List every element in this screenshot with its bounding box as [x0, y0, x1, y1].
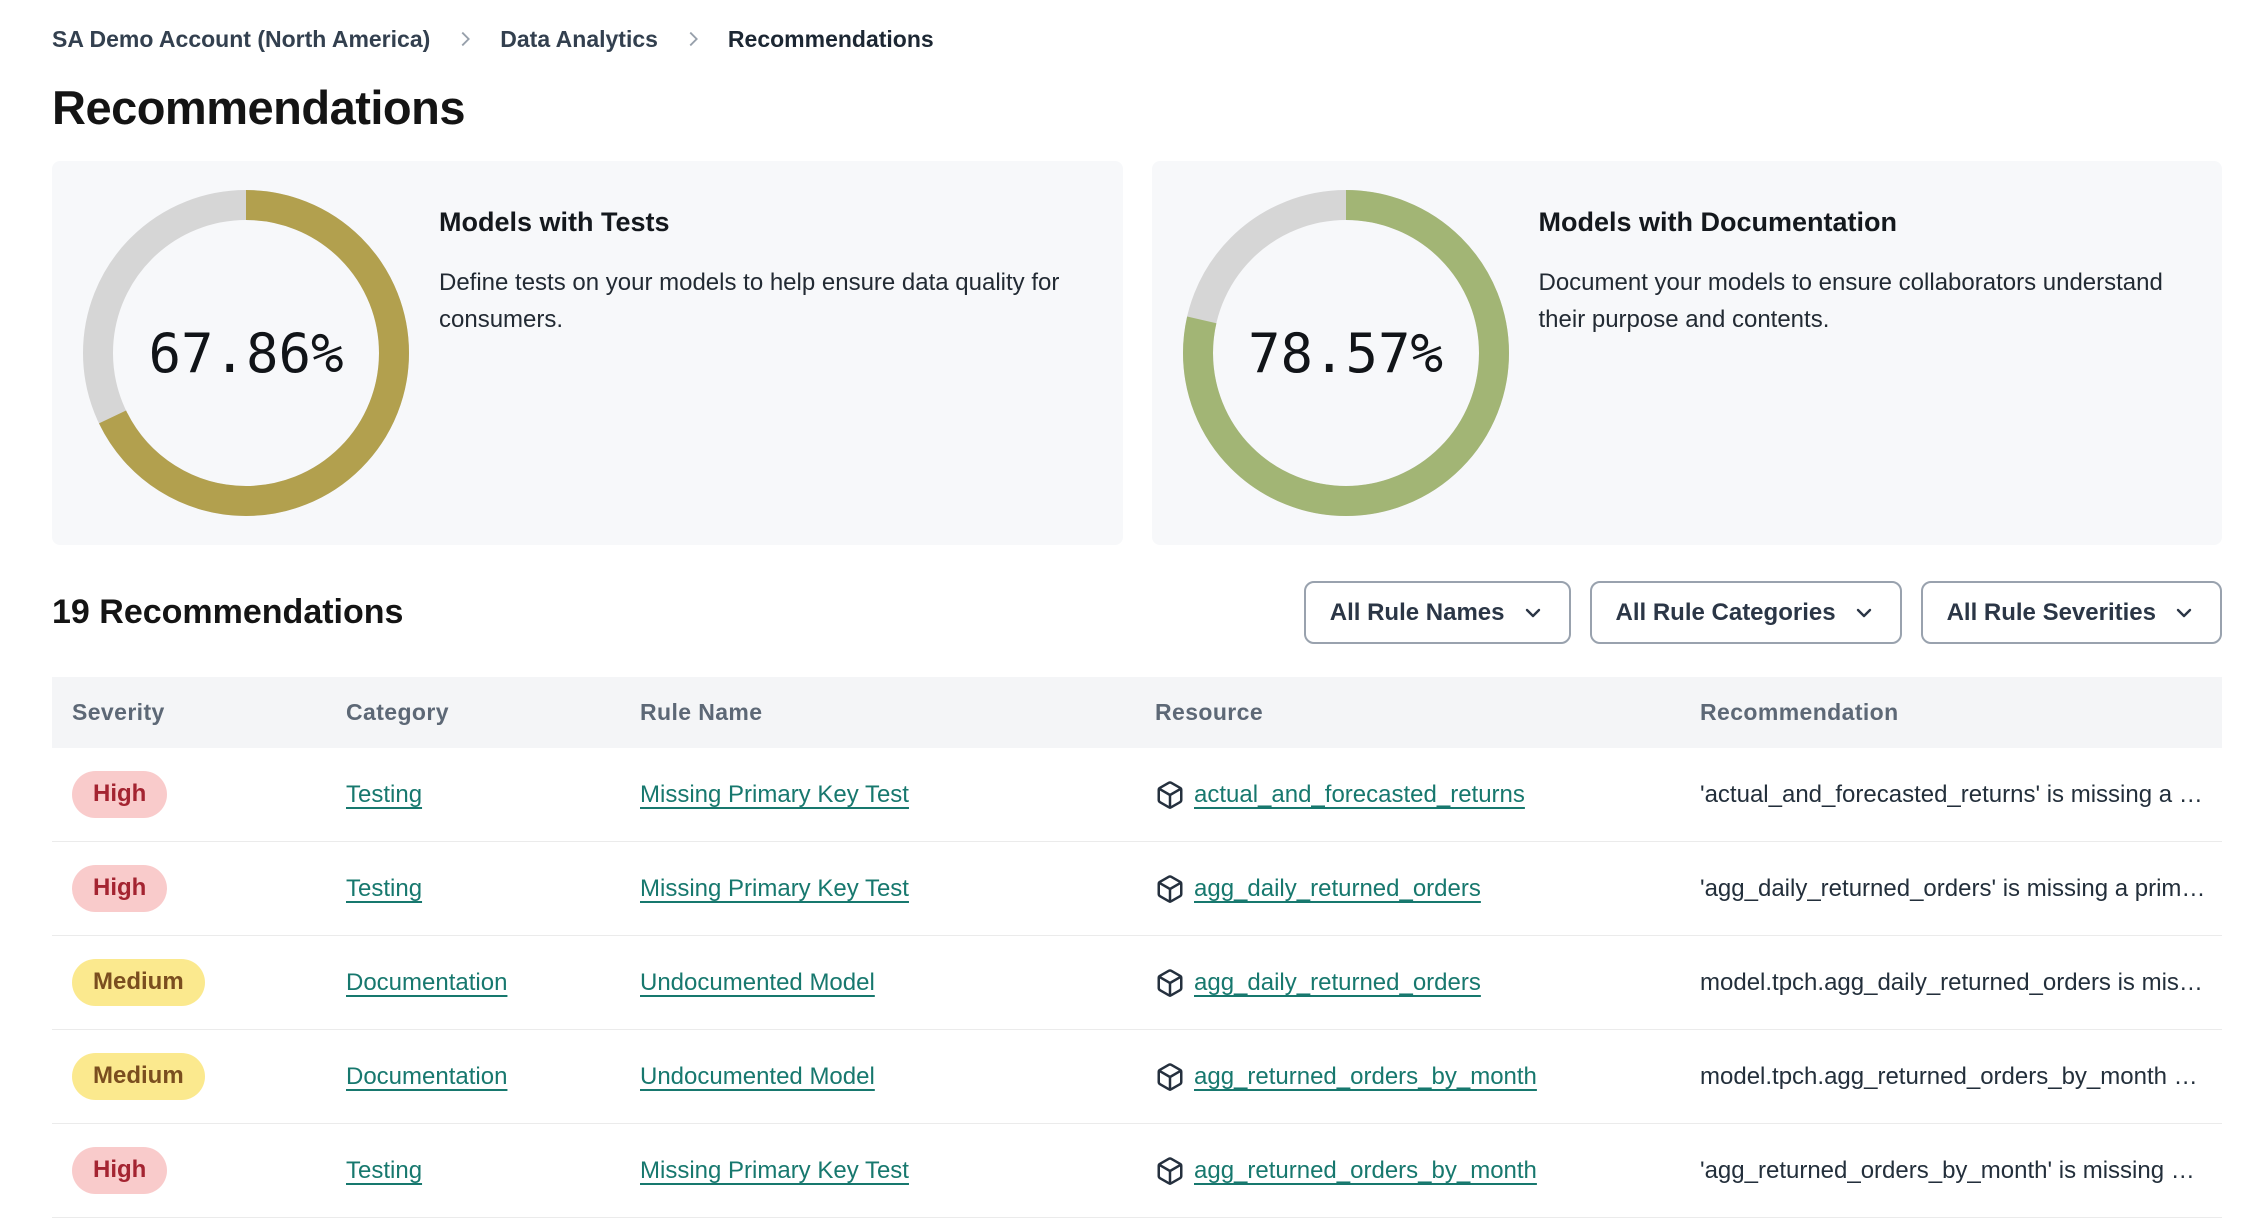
rule-categories-filter-dropdown[interactable]: All Rule Categories	[1589, 581, 1902, 644]
rule-name-link[interactable]: Undocumented Model	[640, 1062, 875, 1090]
chevron-down-icon	[1856, 608, 1871, 617]
category-link[interactable]: Testing	[346, 1156, 423, 1184]
model-cube-icon	[1155, 780, 1185, 810]
table-row: High Testing Missing Primary Key Test ag…	[52, 842, 2222, 936]
documentation-card-title: Models with Documentation	[1538, 207, 1898, 237]
tests-card-title: Models with Tests	[439, 207, 670, 237]
donut-svg	[1182, 190, 1509, 516]
resource-link[interactable]: agg_daily_returned_orders	[1194, 874, 1481, 902]
breadcrumb-account-link[interactable]: SA Demo Account (North America)	[52, 25, 431, 52]
rule-name-link[interactable]: Missing Primary Key Test	[640, 874, 909, 902]
resource-link[interactable]: agg_returned_orders_by_month	[1194, 1062, 1537, 1090]
recommendations-count-title: 19 Recommendations	[52, 593, 404, 631]
chevron-down-icon	[2176, 608, 2192, 617]
rule-name-cell: Missing Primary Key Test	[620, 1157, 1135, 1185]
recommendations-table: Severity Category Rule Name Resource Rec…	[52, 677, 2222, 1218]
category-cell: Testing	[326, 875, 620, 903]
rule-severities-filter-label: All Rule Severities	[1946, 598, 2156, 626]
chevron-down-icon	[1525, 608, 1540, 617]
rule-name-link[interactable]: Missing Primary Key Test	[640, 1156, 909, 1184]
table-body: High Testing Missing Primary Key Test ac…	[52, 748, 2222, 1218]
list-header: 19 Recommendations All Rule Names All Ru…	[52, 581, 2222, 644]
chevron-right-icon	[682, 28, 704, 50]
category-link[interactable]: Testing	[346, 780, 423, 808]
page-title: Recommendations	[52, 81, 465, 134]
category-link[interactable]: Documentation	[346, 968, 508, 996]
severity-badge: High	[72, 865, 168, 912]
breadcrumb-project-link[interactable]: Data Analytics	[500, 25, 658, 52]
column-header-category: Category	[346, 699, 449, 725]
stat-cards: 67.86% Models with Tests Define tests on…	[52, 161, 2222, 545]
rule-categories-filter-label: All Rule Categories	[1615, 598, 1836, 626]
severity-badge: High	[72, 1147, 168, 1194]
rule-name-cell: Undocumented Model	[620, 1063, 1135, 1091]
table-row: Medium Documentation Undocumented Model …	[52, 936, 2222, 1030]
category-cell: Testing	[326, 781, 620, 809]
category-cell: Testing	[326, 1157, 620, 1185]
column-header-recommendation: Recommendation	[1700, 699, 1899, 725]
resource-link[interactable]: agg_returned_orders_by_month	[1194, 1156, 1537, 1184]
severity-cell: High	[52, 771, 326, 818]
column-header-resource: Resource	[1155, 699, 1264, 725]
models-with-documentation-card: 78.57% Models with Documentation Documen…	[1151, 161, 2222, 545]
breadcrumb: SA Demo Account (North America) Data Ana…	[52, 22, 2222, 56]
rule-name-cell: Undocumented Model	[620, 969, 1135, 997]
category-link[interactable]: Testing	[346, 874, 423, 902]
table-row: Medium Documentation Undocumented Model …	[52, 1030, 2222, 1124]
severity-cell: Medium	[52, 959, 326, 1006]
tests-percent-value: 67.86%	[148, 321, 344, 385]
resource-cell: agg_daily_returned_orders	[1135, 874, 1680, 904]
recommendation-cell: model.tpch.agg_daily_returned_orders is …	[1700, 968, 2203, 996]
model-cube-icon	[1155, 874, 1185, 904]
documentation-card-description: Document your models to ensure collabora…	[1538, 269, 2163, 333]
rule-name-cell: Missing Primary Key Test	[620, 875, 1135, 903]
severity-badge: Medium	[72, 1053, 205, 1100]
severity-badge: High	[72, 771, 168, 818]
resource-cell: agg_returned_orders_by_month	[1135, 1062, 1680, 1092]
chevron-right-icon	[454, 28, 476, 50]
donut-svg	[83, 190, 409, 516]
rule-severities-filter-dropdown[interactable]: All Rule Severities	[1920, 581, 2222, 644]
rule-name-cell: Missing Primary Key Test	[620, 781, 1135, 809]
severity-cell: Medium	[52, 1053, 326, 1100]
column-header-severity: Severity	[72, 699, 165, 725]
filter-bar: All Rule Names All Rule Categories All R…	[1303, 581, 2222, 644]
tests-card-description: Define tests on your models to help ensu…	[439, 269, 1060, 333]
tests-donut-chart: 67.86%	[80, 187, 412, 519]
severity-cell: High	[52, 865, 326, 912]
table-row: High Testing Missing Primary Key Test ag…	[52, 1124, 2222, 1218]
category-link[interactable]: Documentation	[346, 1062, 508, 1090]
table-row: High Testing Missing Primary Key Test ac…	[52, 748, 2222, 842]
rule-name-link[interactable]: Undocumented Model	[640, 968, 875, 996]
recommendation-cell: 'agg_daily_returned_orders' is missing a…	[1700, 874, 2206, 902]
model-cube-icon	[1155, 1062, 1185, 1092]
model-cube-icon	[1155, 1156, 1185, 1186]
rule-names-filter-dropdown[interactable]: All Rule Names	[1303, 581, 1571, 644]
resource-link[interactable]: actual_and_forecasted_returns	[1194, 780, 1525, 808]
model-cube-icon	[1155, 968, 1185, 998]
recommendation-cell: model.tpch.agg_returned_orders_by_month …	[1700, 1062, 2198, 1090]
rule-name-link[interactable]: Missing Primary Key Test	[640, 780, 909, 808]
documentation-percent-value: 78.57%	[1247, 321, 1444, 385]
rule-names-filter-label: All Rule Names	[1329, 598, 1505, 626]
severity-cell: High	[52, 1147, 326, 1194]
models-with-tests-card: 67.86% Models with Tests Define tests on…	[52, 161, 1123, 545]
tests-card-text: Models with Tests Define tests on your m…	[439, 161, 1087, 338]
resource-cell: agg_returned_orders_by_month	[1135, 1156, 1680, 1186]
table-header-row: Severity Category Rule Name Resource Rec…	[52, 677, 2222, 748]
recommendation-cell: 'agg_returned_orders_by_month' is missin…	[1700, 1156, 2195, 1184]
category-cell: Documentation	[326, 969, 620, 997]
resource-cell: agg_daily_returned_orders	[1135, 968, 1680, 998]
resource-cell: actual_and_forecasted_returns	[1135, 780, 1680, 810]
category-cell: Documentation	[326, 1063, 620, 1091]
resource-link[interactable]: agg_daily_returned_orders	[1194, 968, 1481, 996]
documentation-card-text: Models with Documentation Document your …	[1539, 161, 2187, 338]
breadcrumb-current: Recommendations	[727, 25, 934, 52]
documentation-donut-chart: 78.57%	[1180, 187, 1512, 519]
severity-badge: Medium	[72, 959, 205, 1006]
column-header-rule-name: Rule Name	[640, 699, 763, 725]
recommendation-cell: 'actual_and_forecasted_returns' is missi…	[1700, 780, 2203, 808]
